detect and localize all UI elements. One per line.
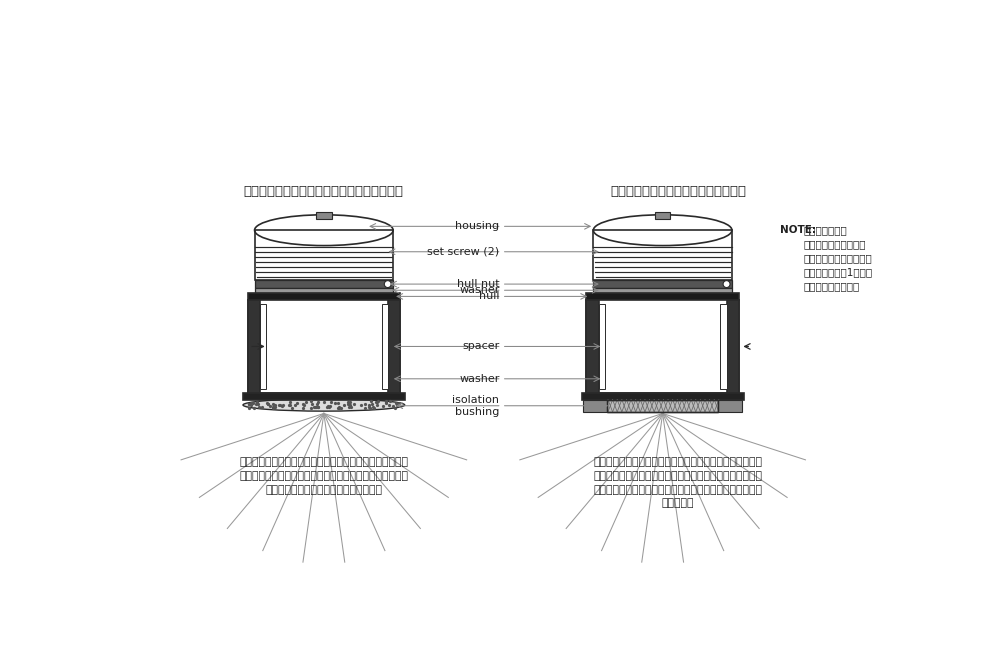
Ellipse shape: [593, 215, 732, 245]
Polygon shape: [599, 304, 605, 389]
Polygon shape: [388, 300, 400, 393]
Ellipse shape: [243, 399, 405, 411]
Polygon shape: [248, 293, 400, 300]
Text: isolation
bushing: isolation bushing: [452, 395, 499, 417]
Polygon shape: [382, 304, 388, 389]
FancyBboxPatch shape: [655, 213, 670, 219]
Text: washer: washer: [459, 374, 499, 384]
Text: hull nut: hull nut: [457, 279, 499, 289]
Text: NOTE:: NOTE:: [780, 225, 820, 235]
Polygon shape: [586, 300, 599, 393]
Ellipse shape: [255, 215, 393, 245]
Polygon shape: [243, 393, 405, 400]
Text: 船体のナットを
しっかりと固定するに
は、船体のナットの上に
完全に露出した1本以上
のネジが必要です。: 船体のナットを しっかりと固定するに は、船体のナットの上に 完全に露出した1本…: [804, 225, 873, 291]
Polygon shape: [593, 230, 732, 245]
Polygon shape: [260, 304, 266, 389]
Polygon shape: [727, 300, 739, 393]
Polygon shape: [583, 400, 607, 412]
Text: hull: hull: [479, 291, 499, 301]
Polygon shape: [255, 230, 393, 245]
Text: ソリッドグラスファイバーまたは木製の船体: ソリッドグラスファイバーまたは木製の船体: [244, 185, 404, 198]
Text: housing: housing: [455, 221, 499, 231]
Text: spacer: spacer: [462, 342, 499, 352]
Polygon shape: [248, 300, 260, 393]
Circle shape: [384, 281, 391, 287]
Polygon shape: [593, 280, 732, 288]
Polygon shape: [720, 304, 727, 389]
Polygon shape: [718, 400, 742, 412]
Circle shape: [723, 281, 730, 287]
Text: スペーサーと側壁の間の隙間を埋めるためにスペーサーの
内面全体で船体の追加のシーラントと接触するハウジング
絶縁ブッシングのねじ、側壁、およびフランジ上のマリン: スペーサーと側壁の間の隙間を埋めるためにスペーサーの 内面全体で船体の追加のシー…: [594, 458, 763, 508]
Text: set screw (2): set screw (2): [427, 247, 499, 257]
FancyBboxPatch shape: [316, 213, 332, 219]
Polygon shape: [255, 288, 393, 293]
Polygon shape: [582, 393, 744, 400]
Polygon shape: [593, 288, 732, 293]
Polygon shape: [586, 293, 739, 300]
Text: 金属の外皮のステンレス鋼ハウジング: 金属の外皮のステンレス鋼ハウジング: [610, 185, 746, 198]
Polygon shape: [607, 400, 718, 412]
Text: スペーサーと側壁の間の隙間を埋めるために、スペーサー
の内面全体に追加のシーラントをハウジングのねじ山、側
壁、およびフランジのマリンシーラント: スペーサーと側壁の間の隙間を埋めるために、スペーサー の内面全体に追加のシーラン…: [239, 458, 408, 494]
Polygon shape: [255, 280, 393, 288]
Text: washer: washer: [459, 285, 499, 295]
